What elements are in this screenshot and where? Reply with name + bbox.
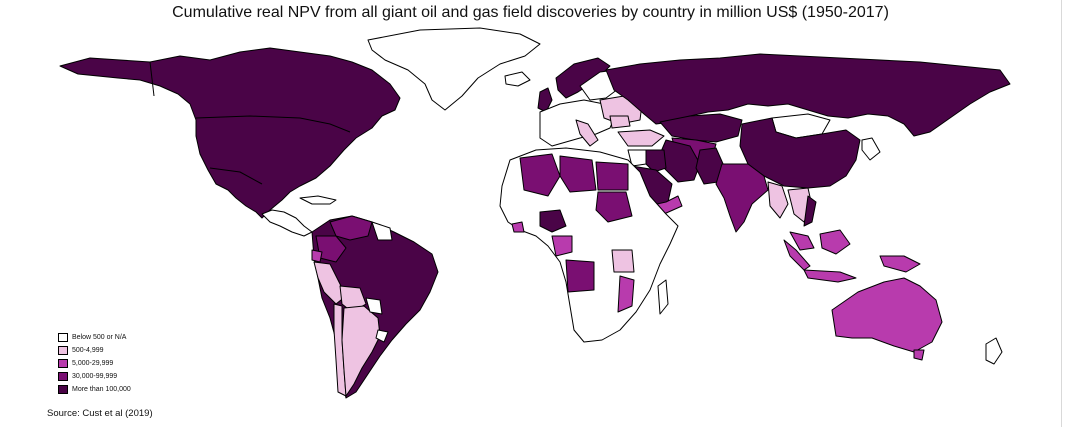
tanzania	[611, 249, 635, 273]
legend-item-5000-29999: 5,000-29,999	[58, 357, 131, 370]
vietnam	[803, 195, 817, 227]
guyanas	[371, 221, 393, 241]
algeria	[519, 153, 561, 197]
cameroon-gabon	[551, 235, 573, 257]
legend-label: Below 500 or N/A	[72, 334, 127, 341]
bangladesh-myanmar	[767, 181, 789, 219]
uruguay	[375, 329, 389, 343]
west-africa-coast	[511, 221, 525, 233]
madagascar	[657, 279, 669, 315]
legend-item-500-4999: 500-4,999	[58, 344, 131, 357]
argentina	[341, 305, 381, 397]
legend: Below 500 or N/A 500-4,999 5,000-29,999 …	[58, 331, 131, 396]
legend-swatch	[58, 385, 68, 394]
iceland	[504, 71, 531, 87]
alaska-boundary	[149, 61, 155, 97]
us-canada-border	[195, 115, 351, 133]
legend-label: 5,000-29,999	[72, 360, 114, 367]
legend-label: 500-4,999	[72, 347, 104, 354]
central-america	[261, 209, 313, 237]
caribbean	[299, 195, 337, 205]
new-zealand	[985, 337, 1003, 365]
legend-swatch	[58, 346, 68, 355]
legend-swatch	[58, 333, 68, 342]
greenland	[367, 27, 541, 111]
malaysia	[789, 231, 815, 251]
africa	[499, 147, 679, 343]
frame-border	[1061, 0, 1062, 427]
map-title: Cumulative real NPV from all giant oil a…	[172, 4, 889, 21]
mozambique	[617, 275, 635, 313]
north-america	[59, 47, 401, 219]
legend-item-below-500: Below 500 or N/A	[58, 331, 131, 344]
legend-item-more-than-100000: More than 100,000	[58, 383, 131, 396]
tasmania	[913, 349, 925, 361]
legend-label: More than 100,000	[72, 386, 131, 393]
ecuador	[311, 249, 323, 263]
angola	[565, 259, 595, 293]
libya	[559, 155, 597, 193]
egypt	[595, 161, 629, 191]
indonesia-java	[803, 269, 857, 283]
romania	[609, 115, 631, 129]
kazakhstan	[659, 113, 743, 143]
legend-label: 30,000-99,999	[72, 373, 118, 380]
syria-jordan	[627, 149, 647, 167]
australia	[831, 277, 943, 353]
papua	[879, 255, 921, 273]
sudan	[595, 191, 633, 223]
india	[715, 163, 769, 233]
legend-swatch	[58, 359, 68, 368]
source-note: Source: Cust et al (2019)	[47, 408, 153, 419]
indonesia-borneo	[819, 229, 851, 255]
paraguay	[365, 297, 383, 315]
indonesia-sumatra	[783, 239, 811, 271]
nigeria	[539, 209, 567, 233]
italy	[575, 119, 599, 147]
legend-swatch	[58, 372, 68, 381]
korea-japan	[861, 137, 881, 161]
legend-item-30000-99999: 30,000-99,999	[58, 370, 131, 383]
peru	[313, 261, 347, 305]
uk	[537, 87, 553, 113]
us-mexico-border	[209, 167, 263, 185]
turkey	[617, 129, 665, 147]
